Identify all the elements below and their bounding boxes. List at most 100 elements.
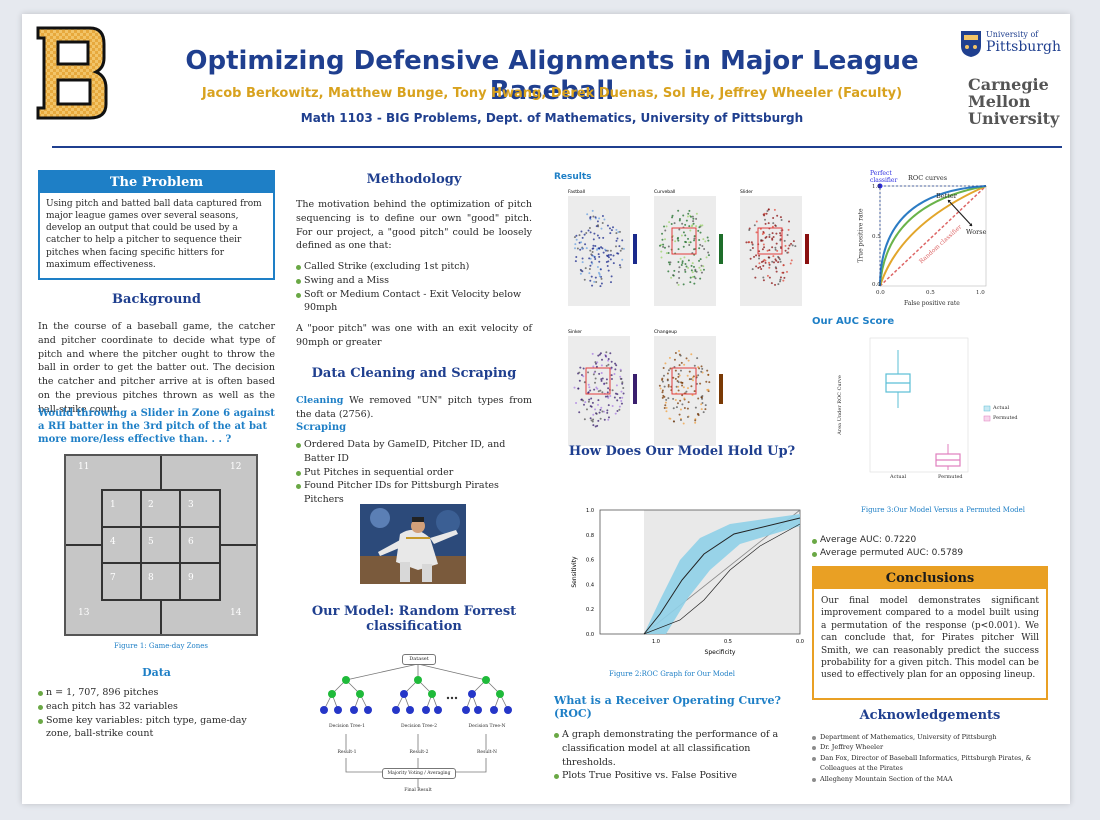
holdup-heading: How Does Our Model Hold Up? [568, 444, 796, 459]
zone-label: 7 [110, 573, 116, 583]
final-result-label: Final Result [404, 788, 432, 793]
results-panel: Curveball [654, 189, 723, 306]
result-label: Result-2 [409, 750, 429, 755]
zone-label: 13 [78, 608, 90, 618]
result-label: Result-1 [337, 750, 357, 755]
author-list: Jacob Berkowitz, Matthew Bunge, Tony Hwa… [201, 86, 903, 101]
panel-title: Sinker [568, 329, 582, 335]
permuted-roc-line [643, 523, 801, 635]
panel-title: Curveball [654, 189, 675, 195]
auc-legend-permuted: Permuted [993, 415, 1018, 421]
poor-pitch-text: A "poor pitch" was one with an exit velo… [296, 323, 532, 348]
methodology-item: Called Strike (excluding 1st pitch) [296, 260, 532, 274]
roc-curves-svg [877, 183, 987, 287]
background-text: In the course of a baseball game, the ca… [38, 321, 275, 415]
auc-stat: Average permuted AUC: 0.5789 [812, 547, 1052, 560]
tree-label: Decision Tree-2 [401, 724, 437, 729]
background-question: Would throwing a Slider in Zone 6 agains… [38, 408, 275, 445]
poster: Optimizing Defensive Alignments in Major… [22, 14, 1070, 804]
conclusions-heading: Conclusions [814, 568, 1046, 589]
methodology-item: Soft or Medium Contact - Exit Velocity b… [296, 288, 532, 316]
zone-label: 11 [78, 462, 90, 472]
scraping-label: Scraping [296, 422, 347, 433]
data-list: n = 1, 707, 896 pitches each pitch has 3… [38, 686, 275, 741]
pitt-logo-big: Pittsburgh [986, 39, 1061, 55]
zone-label: 8 [148, 573, 154, 583]
zones-caption: Figure 1: Game-day Zones [114, 642, 208, 650]
cmu-line2: Mellon [968, 92, 1031, 111]
conclusions-box: Conclusions Our final model demonstrates… [812, 566, 1048, 700]
methodology-intro: The motivation behind the optimization o… [296, 199, 532, 252]
roc-y-tick: 0.6 [586, 558, 594, 564]
methodology-list: Called Strike (excluding 1st pitch) Swin… [296, 260, 532, 315]
model-roc-caption: Figure 2:ROC Graph for Our Model [609, 670, 735, 678]
zone-label: 9 [188, 573, 194, 583]
model-roc-svg: 1.0 0.8 0.6 0.4 0.2 0.0 1.0 0.5 0.0 Specificity Se… [571, 508, 804, 656]
perfect-classifier-label: Perfect classifier [870, 170, 898, 184]
zone-label: 2 [148, 500, 154, 510]
results-panels: Fastball Curveball Slider Sinker Changeup [558, 186, 818, 456]
scraping-item: Ordered Data by GameID, Pitcher ID, and … [296, 438, 532, 466]
roc-explain-item: Plots True Positive vs. False Positive [554, 769, 798, 783]
auc-heading: Our AUC Score [812, 316, 895, 327]
pitt-logo-small: University of [986, 30, 1039, 39]
pitt-logo: University of Pittsburgh [960, 28, 1070, 68]
results-panel: Fastball [568, 189, 637, 306]
data-item: n = 1, 707, 896 pitches [38, 686, 275, 700]
conclusions-text: Our final model demonstrates significant… [821, 596, 1039, 681]
auc-stats: Average AUC: 0.7220 Average permuted AUC… [812, 534, 1052, 560]
methodology-item: Swing and a Miss [296, 274, 532, 288]
data-item: Some key variables: pitch type, game-day… [38, 714, 275, 742]
roc-x-tick: 1.0 [976, 290, 985, 296]
roc-ylabel: Sensitivity [571, 556, 578, 588]
roc-ylabel: True positive rate [857, 208, 865, 263]
auc-boxplot: Area Under ROC Curve Actual Permuted Act… [837, 332, 1028, 492]
roc-xlabel: Specificity [705, 649, 736, 656]
auc-x-label: Actual [890, 474, 907, 480]
roc-explain-list: A graph demonstrating the performance of… [554, 728, 798, 783]
cleaning-heading: Data Cleaning and Scraping [311, 366, 517, 381]
better-label: Better [936, 192, 957, 200]
roc-x-tick: 1.0 [652, 639, 660, 645]
tree-label: Decision Tree-N [468, 724, 506, 729]
roc-y-tick: 1.0 [872, 184, 881, 190]
roc-y-tick: 1.0 [586, 508, 594, 514]
ack-item: Dan Fox, Director of Baseball Informatic… [812, 753, 1048, 774]
panel-title: Slider [740, 189, 753, 195]
zone-label: 1 [110, 500, 116, 510]
cleaning-text: We removed "UN" pitch types from the dat… [296, 395, 532, 420]
auc-caption: Figure 3:Our Model Versus a Permuted Mod… [860, 506, 1026, 514]
auc-ylabel: Area Under ROC Curve [836, 375, 843, 435]
results-panel: Sinker [568, 329, 637, 446]
zone-label: 5 [148, 537, 154, 547]
roc-x-tick: 0.0 [796, 639, 804, 645]
roc-x-tick: 0.5 [926, 290, 935, 296]
tree-graph [320, 663, 512, 788]
zone-label: 14 [230, 608, 242, 618]
panel-title: Changeup [654, 329, 677, 335]
zone-label: 4 [110, 537, 116, 547]
ack-item: Allegheny Mountain Section of the MAA [812, 774, 1048, 784]
zone-label: 12 [230, 462, 242, 472]
results-panel: Slider [740, 189, 809, 306]
confidence-band [644, 514, 800, 634]
random-forest-diagram: Dataset Decision Tree-1 Decision Tree-2 … [318, 654, 518, 796]
results-plot-area: Fastball Curveball Slider Sinker Changeup [558, 186, 818, 460]
result-label: Result-N [477, 750, 497, 755]
problem-heading: The Problem [40, 172, 273, 193]
voting-node: Majority Voting / Averaging [382, 768, 456, 779]
scraping-item: Put Pitches in sequential order [296, 466, 532, 480]
pirates-b-logo [32, 24, 112, 122]
roc-explainer-diagram: Perfect classifier ROC curves Better Wor… [857, 164, 1000, 312]
roc-explain-heading: What is a Receiver Operating Curve? (ROC… [554, 694, 781, 720]
cmu-line3: University [968, 109, 1060, 128]
tree-label: Decision Tree-1 [329, 724, 365, 729]
cmu-line1: Carnegie [968, 75, 1049, 94]
auc-boxplot-svg [869, 337, 991, 473]
data-item: each pitch has 32 variables [38, 700, 275, 714]
roc-xlabel: False positive rate [904, 300, 960, 307]
problem-box: The Problem Using pitch and batted ball … [38, 170, 275, 280]
pitcher-photo [360, 504, 466, 584]
auc-legend-actual: Actual [993, 405, 1010, 411]
zone-label: 6 [188, 537, 194, 547]
